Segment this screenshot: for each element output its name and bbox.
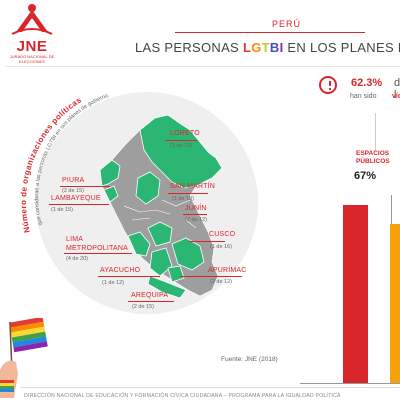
- label-piura: PIURA: [62, 177, 85, 184]
- label-lima-line2: METROPOLITANA: [66, 245, 128, 252]
- leader-line: [165, 140, 197, 141]
- region-lima[interactable]: [127, 231, 151, 257]
- count-junin: (2 de 12): [185, 217, 208, 223]
- count-arequipa: (2 de 15): [132, 304, 155, 310]
- label-lima-line1: LIMA: [66, 236, 84, 243]
- rainbow-flag-icon: [0, 318, 48, 398]
- country-label: PERÚ: [272, 19, 302, 29]
- count-cusco: (1 de 16): [210, 244, 233, 250]
- label-cusco: CUSCO: [209, 231, 236, 238]
- page-title: LAS PERSONAS LGTBI EN LOS PLANES DE GOBI: [135, 40, 400, 55]
- count-apurimac: (2 de 12): [210, 279, 233, 285]
- count-lima: (4 de 20): [66, 256, 89, 262]
- region-apurimac[interactable]: [167, 265, 185, 283]
- stat-subtext: han sido: [350, 93, 377, 100]
- bar-espacios-publicos: [343, 205, 368, 383]
- connector-line: [375, 113, 376, 151]
- logo-text: JNE: [16, 38, 48, 55]
- leader-line: [180, 276, 242, 277]
- leader-line: [128, 301, 174, 302]
- footer-rule: [20, 387, 400, 388]
- footer-text: DIRECCIÓN NACIONAL DE EDUCACIÓN Y FORMAC…: [24, 393, 341, 399]
- count-loreto: (3 de 14): [170, 143, 193, 149]
- count-san-martin: (1 de 10): [172, 196, 195, 202]
- region-lambayeque[interactable]: [103, 185, 119, 203]
- region-ayacucho[interactable]: [149, 247, 173, 277]
- region-cusco[interactable]: [171, 237, 205, 271]
- label-loreto: LORETO: [170, 130, 200, 137]
- label-apurimac: APURÍMAC: [208, 267, 247, 274]
- bar-leader: [391, 195, 392, 224]
- leader-line: [64, 253, 132, 254]
- stat-percentage-tail: de l: [394, 77, 400, 101]
- leader-line: [60, 186, 110, 187]
- bar-secondary: [390, 224, 400, 383]
- count-ayacucho: (1 de 12): [102, 280, 125, 286]
- label-san-martin: SAN MARTÍN: [170, 183, 216, 190]
- leader-line: [98, 276, 160, 277]
- label-lambayeque: LAMBAYEQUE: [51, 195, 101, 202]
- header-rule: [5, 66, 400, 67]
- count-piura: (2 de 15): [62, 188, 85, 194]
- espacios-value: 67%: [354, 170, 377, 182]
- header: JNE JURADO NACIONAL DE ELECCIONES PERÚ L…: [0, 0, 400, 64]
- stat-percentage: 62.3%: [351, 77, 383, 89]
- jne-emblem-icon: [11, 4, 53, 35]
- jne-logo: JNE JURADO NACIONAL DE ELECCIONES: [8, 2, 56, 64]
- label-arequipa: AREQUIPA: [131, 292, 169, 299]
- region-junin[interactable]: [147, 221, 173, 247]
- label-ayacucho: AYACUCHO: [100, 267, 141, 274]
- bar-axis: [300, 383, 400, 384]
- region-arequipa[interactable]: [147, 275, 187, 299]
- region-borders: [123, 199, 197, 229]
- logo-subtitle: JURADO NACIONAL DE ELECCIONES: [9, 54, 55, 64]
- region-loreto[interactable]: [139, 114, 223, 189]
- espacios-label: ESPACIOS PÚBLICOS: [356, 150, 390, 165]
- label-junin: JUNÍN: [185, 205, 207, 212]
- leader-line: [183, 214, 207, 215]
- count-lambayeque: (1 de 15): [51, 207, 74, 213]
- alert-icon: [319, 76, 337, 94]
- stat-subtext-bold: víctim: [392, 93, 400, 100]
- leader-line: [49, 204, 109, 205]
- leader-line: [189, 241, 225, 242]
- leader-line: [168, 193, 208, 194]
- region-san-martin[interactable]: [135, 171, 161, 205]
- title-divider: [175, 32, 365, 33]
- source-note: Fuente: JNE (2018): [221, 356, 278, 363]
